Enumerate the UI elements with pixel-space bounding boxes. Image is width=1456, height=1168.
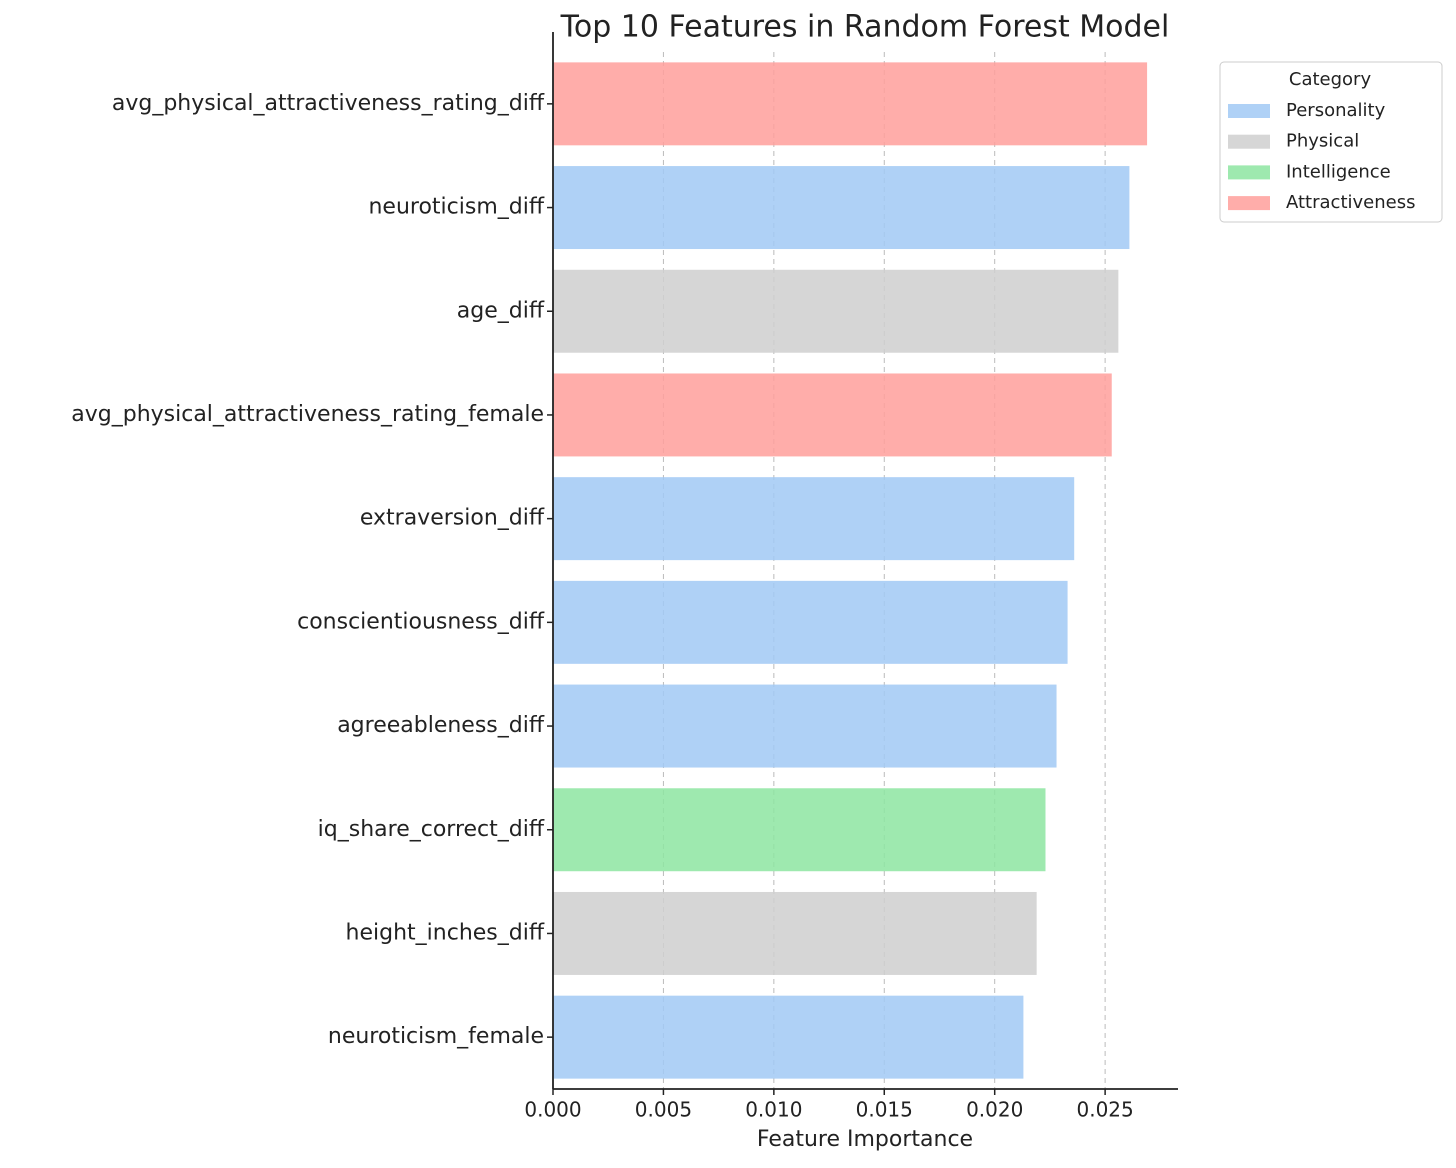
legend-title: Category	[1289, 69, 1372, 90]
chart-title: Top 10 Features in Random Forest Model	[560, 10, 1170, 45]
y-tick-label: avg_physical_attractiveness_rating_diff	[112, 91, 545, 116]
bar	[553, 269, 1119, 353]
y-tick-label: conscientiousness_diff	[297, 609, 545, 634]
bar	[553, 62, 1148, 146]
x-axis-label: Feature Importance	[757, 1127, 973, 1152]
legend-label: Attractiveness	[1286, 192, 1415, 213]
x-tick-label: 0.005	[635, 1098, 692, 1122]
x-tick-label: 0.000	[524, 1098, 581, 1122]
x-tick-label: 0.015	[856, 1098, 913, 1122]
legend-box	[1219, 61, 1443, 223]
legend-label: Physical	[1286, 131, 1359, 152]
x-tick-label: 0.020	[966, 1098, 1023, 1122]
legend-label: Intelligence	[1286, 161, 1391, 182]
bar	[553, 995, 1024, 1079]
legend-swatch	[1228, 104, 1270, 118]
bar	[553, 166, 1130, 250]
y-tick-label: neuroticism_female	[328, 1024, 544, 1049]
y-tick-label: age_diff	[457, 298, 545, 323]
bar	[553, 891, 1037, 975]
y-tick-label: extraversion_diff	[360, 506, 545, 531]
bar	[553, 373, 1112, 457]
bar	[553, 580, 1068, 664]
y-tick-label: neuroticism_diff	[368, 195, 544, 220]
legend-swatch	[1228, 165, 1270, 180]
y-tick-label: agreeableness_diff	[337, 713, 545, 738]
y-tick-label: height_inches_diff	[346, 920, 545, 945]
x-tick-label: 0.025	[1076, 1098, 1133, 1122]
legend-swatch	[1228, 134, 1270, 149]
legend-swatch	[1228, 196, 1270, 211]
x-tick-label: 0.010	[745, 1098, 802, 1122]
bar	[553, 477, 1075, 561]
y-tick-label: iq_share_correct_diff	[318, 817, 545, 842]
bar	[553, 788, 1046, 872]
legend-label: Personality	[1286, 100, 1386, 121]
bar	[553, 684, 1057, 768]
y-tick-label: avg_physical_attractiveness_rating_femal…	[71, 402, 544, 427]
